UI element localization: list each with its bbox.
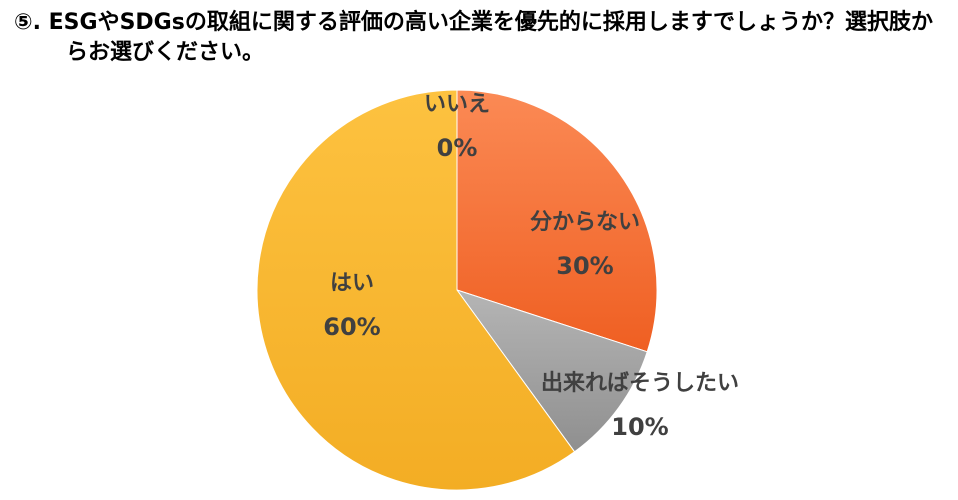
pie-slice <box>455 289 648 453</box>
pie-slice <box>256 89 576 491</box>
slice-label: はい <box>330 271 374 296</box>
pie-slice <box>456 89 658 353</box>
value-label: 0% <box>437 134 478 162</box>
slice-label: 分からない <box>530 210 640 235</box>
slice-label: 出来ればそうしたい <box>541 371 739 396</box>
chart-title: ⑤. ESGやSDGsの取組に関する評価の高い企業を優先的に採用しますでしょうか… <box>14 10 934 65</box>
value-label: 30% <box>556 252 613 280</box>
value-label: 10% <box>611 413 668 441</box>
value-label: 60% <box>323 313 380 341</box>
slice-label: いいえ <box>424 92 490 117</box>
